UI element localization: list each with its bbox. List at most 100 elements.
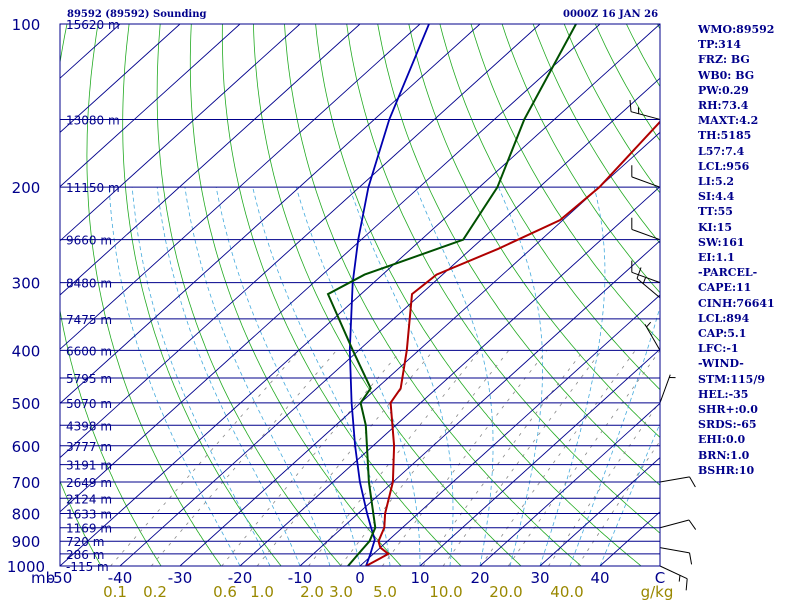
isotherm — [239, 185, 660, 566]
pressure-label: 600 — [12, 438, 41, 456]
index-line: SHR+:0.0 — [698, 403, 758, 417]
indices-panel: WMO:89592 TP:314 FRZ: BG WB0: BG PW:0.29 RH:7… — [698, 22, 798, 478]
wind-barb-staff — [630, 111, 661, 120]
index-line: -WIND- — [698, 357, 744, 371]
isotherm — [60, 24, 481, 405]
wind-barb — [644, 321, 661, 351]
wind-barb — [636, 267, 661, 299]
index-line: CINH:76641 — [698, 296, 775, 310]
wind-barb-flag — [685, 578, 688, 591]
height-label: 286 m — [66, 548, 104, 562]
isotherm — [60, 24, 541, 459]
wind-barb-staff — [659, 476, 690, 483]
moist-adiabat — [599, 422, 660, 566]
wind-barb-staff — [659, 565, 688, 580]
wind-barb-staff — [631, 228, 661, 241]
profiles-layer — [326, 24, 660, 566]
index-line: FRZ: BG — [698, 53, 750, 67]
height-label: 7475 m — [66, 313, 112, 327]
mixing-ratio-label: 1.0 — [250, 583, 274, 600]
isotherm — [60, 24, 361, 296]
wind-barb-staff — [636, 278, 661, 299]
wind-barb-half-flag — [646, 321, 652, 328]
temp-tick-label: -50 — [48, 569, 73, 587]
wind-barb-staff — [631, 271, 661, 284]
mixing-ratio-label: 0.2 — [143, 583, 167, 600]
wind-barb-flag — [689, 552, 693, 565]
temp-tick-label: -20 — [228, 569, 253, 587]
height-label: 13080 m — [66, 113, 120, 127]
height-label: 15620 m — [66, 18, 120, 32]
wind-barb — [629, 99, 661, 120]
wind-barb-staff — [644, 324, 661, 351]
pressure-label: 800 — [12, 505, 41, 523]
pressure-label: 700 — [12, 474, 41, 492]
index-line: STM:115/9 — [698, 372, 765, 386]
index-line: LI:5.2 — [698, 175, 735, 189]
wind-barb-flag — [688, 519, 697, 530]
temp-tick-label: 0 — [355, 569, 365, 587]
index-line: LCL:956 — [698, 159, 750, 173]
valid-time: 0000Z 16 JAN 26 — [563, 9, 659, 20]
height-label: 720 m — [66, 535, 104, 549]
index-line: RH:73.4 — [698, 99, 749, 113]
index-line: CAPE:11 — [698, 281, 752, 295]
height-label: 9660 m — [66, 234, 112, 248]
dewpoint-trace — [326, 24, 577, 566]
wind-barb — [631, 165, 661, 188]
isotherm — [60, 24, 421, 350]
index-line: SW:161 — [698, 235, 745, 249]
height-label: 3191 m — [66, 459, 112, 473]
pressure-label: 500 — [12, 395, 41, 413]
temp-tick-label: 10 — [410, 569, 429, 587]
wind-barb-half-flag — [678, 575, 681, 582]
pressure-label: 100 — [12, 16, 41, 34]
mixing-ratio-label: 3.0 — [329, 583, 353, 600]
temp-tick-label: -30 — [168, 569, 193, 587]
mixing-ratio-label: 10.0 — [429, 583, 462, 600]
moist-adiabat — [539, 187, 606, 566]
index-line: MAXT:4.2 — [698, 114, 759, 128]
height-label: 6600 m — [66, 344, 112, 358]
index-line: LFC:-1 — [698, 342, 739, 356]
height-label: 1633 m — [66, 507, 112, 521]
height-label: 8480 m — [66, 277, 112, 291]
pressure-label: 1000 — [7, 558, 45, 576]
isotherm — [60, 24, 181, 134]
wind-barbs-layer — [629, 99, 697, 591]
wind-barb-flag — [636, 267, 642, 279]
mixing-ratio-label: 20.0 — [489, 583, 522, 600]
chart-title: 89592 (89592) Sounding — [67, 9, 207, 20]
index-line: WMO:89592 — [698, 23, 775, 36]
index-line: EI:1.1 — [698, 251, 735, 265]
index-line: HEL:-35 — [698, 387, 749, 401]
wind-barb-half-flag — [642, 277, 646, 284]
isotherm — [60, 24, 660, 566]
wind-barb-staff — [659, 547, 690, 554]
isotherm — [419, 348, 660, 566]
wind-barb-staff — [659, 374, 671, 404]
index-line: KI:15 — [698, 220, 733, 234]
index-line: TT:55 — [698, 205, 733, 219]
height-label: 4398 m — [66, 419, 112, 433]
pressure-label: 400 — [12, 342, 41, 360]
moist-adiabat — [498, 187, 543, 566]
temp-tick-label: -10 — [288, 569, 313, 587]
mixing-ratio-label: g/kg — [641, 583, 674, 600]
wind-barb — [659, 476, 696, 488]
isotherm — [179, 131, 660, 566]
height-label: -115 m — [66, 560, 109, 574]
height-label: 2124 m — [66, 492, 112, 506]
wind-barb-staff — [631, 176, 661, 188]
temperature-trace — [365, 120, 660, 566]
height-label: 11150 m — [66, 181, 120, 195]
index-line: L57:7.4 — [698, 144, 745, 158]
pressure-label: 300 — [12, 275, 41, 293]
index-line: EHI:0.0 — [698, 433, 746, 447]
isotherm — [60, 24, 301, 242]
grid-layer — [60, 24, 660, 566]
index-line: SRDS:-65 — [698, 418, 757, 432]
wind-barb — [631, 217, 661, 241]
